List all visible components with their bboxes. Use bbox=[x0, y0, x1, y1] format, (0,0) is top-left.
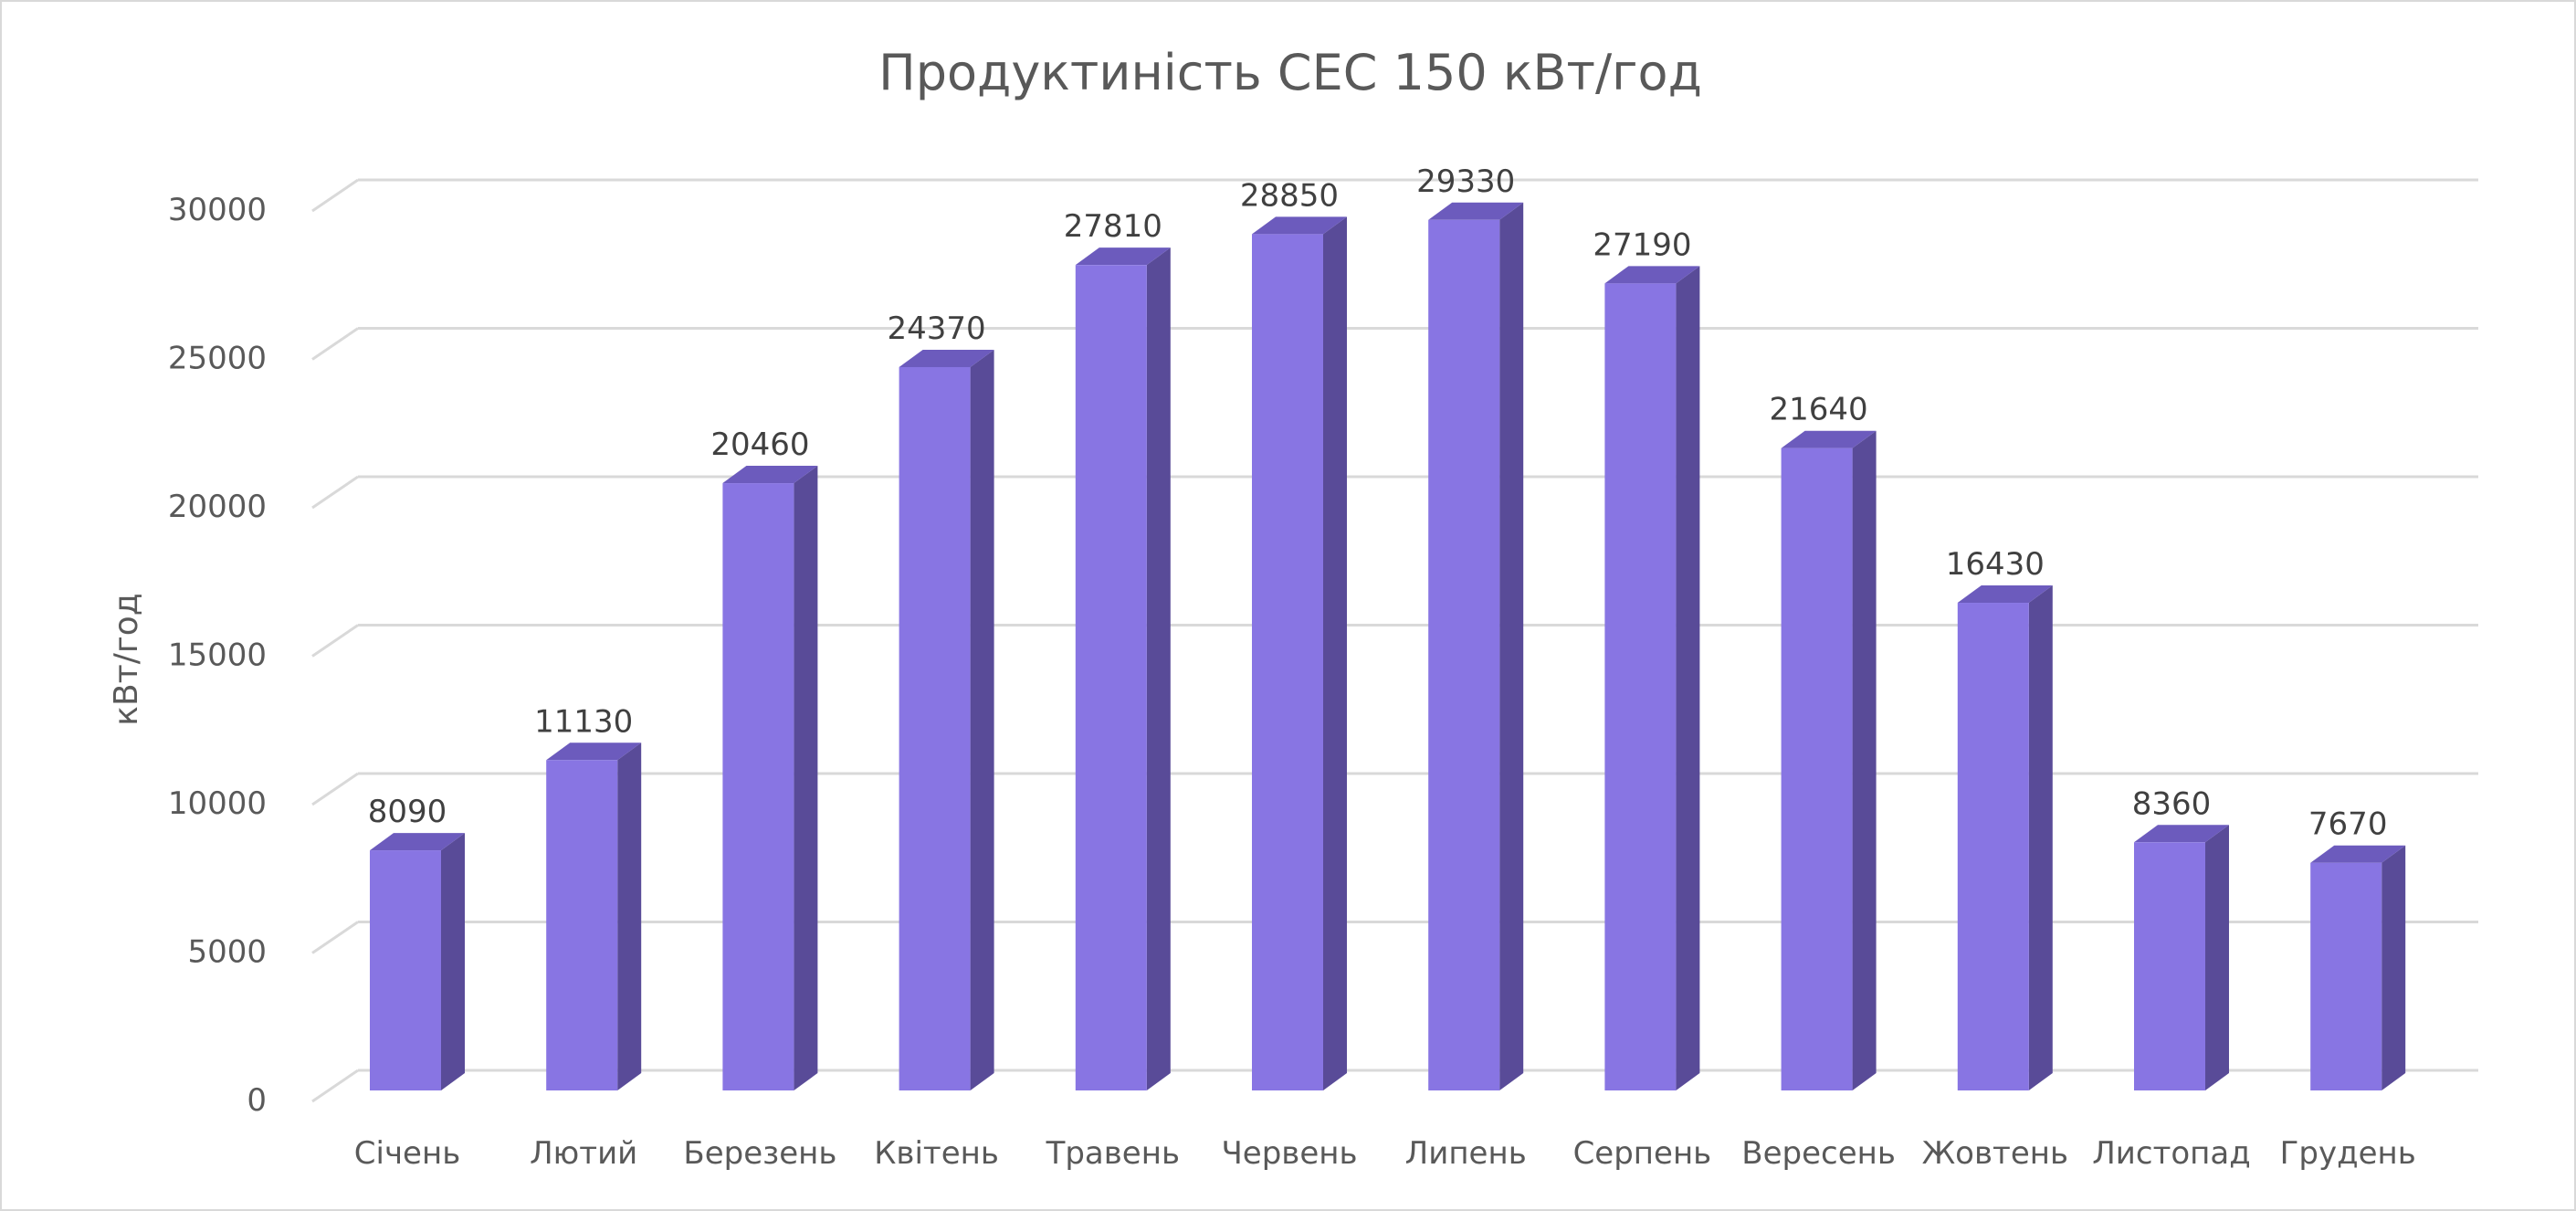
bar bbox=[1957, 585, 2053, 1090]
data-label: 11130 bbox=[534, 703, 633, 740]
data-label: 27190 bbox=[1593, 226, 1691, 263]
data-labels: 8090 11130 20460 24370 27810 28850 29330 27190 2… bbox=[368, 163, 2388, 843]
bar-front bbox=[1604, 283, 1677, 1090]
y-tick-label: 5000 bbox=[187, 934, 267, 971]
category-label: Грудень bbox=[2280, 1135, 2416, 1172]
y-tick-label: 0 bbox=[247, 1082, 267, 1119]
bar bbox=[1781, 430, 1877, 1090]
bar-side bbox=[2381, 845, 2406, 1090]
bar bbox=[546, 742, 642, 1090]
bar-top bbox=[722, 466, 818, 484]
y-tick-label: 20000 bbox=[168, 489, 267, 525]
bar-side bbox=[1676, 266, 1700, 1090]
y-tick-label: 25000 bbox=[168, 341, 267, 377]
bar bbox=[1252, 216, 1347, 1090]
bar-side bbox=[1852, 430, 1877, 1090]
bars bbox=[370, 202, 2406, 1091]
y-tick-label: 10000 bbox=[168, 785, 267, 822]
bar bbox=[1428, 202, 1524, 1090]
y-tick-label: 15000 bbox=[168, 637, 267, 674]
y-axis-label: кВт/год bbox=[108, 593, 145, 725]
bar-front bbox=[1252, 234, 1323, 1090]
data-label: 16430 bbox=[1946, 546, 2045, 583]
bar-top bbox=[2310, 845, 2406, 863]
gridline bbox=[311, 921, 2478, 954]
bar-top bbox=[546, 742, 642, 761]
bar-side bbox=[617, 742, 642, 1090]
data-label: 28850 bbox=[1240, 177, 1339, 214]
bar-top bbox=[899, 349, 994, 367]
gridline bbox=[311, 475, 2478, 510]
bar-side bbox=[1146, 247, 1171, 1090]
bar bbox=[899, 349, 994, 1091]
bar-top bbox=[1428, 202, 1524, 220]
category-label: Березень bbox=[683, 1135, 836, 1172]
category-label: Лютий bbox=[530, 1135, 637, 1172]
y-axis-ticks: 0 5000 10000 15000 20000 25000 30000 bbox=[168, 192, 267, 1119]
gridline bbox=[311, 1069, 2478, 1103]
data-label: 21640 bbox=[1770, 392, 1868, 428]
bar-front bbox=[1781, 448, 1853, 1090]
bar-top bbox=[1252, 216, 1347, 235]
gridline bbox=[311, 624, 2478, 658]
category-label: Червень bbox=[1221, 1135, 1357, 1172]
category-label: Жовтень bbox=[1922, 1135, 2068, 1172]
bar-side bbox=[794, 466, 818, 1090]
bar-top bbox=[1781, 430, 1877, 448]
bar-side bbox=[970, 349, 994, 1091]
bar-front bbox=[899, 366, 971, 1091]
bar bbox=[722, 466, 818, 1090]
bar-top bbox=[1075, 247, 1171, 266]
category-label: Серпень bbox=[1573, 1135, 1712, 1172]
category-label: Квітень bbox=[874, 1135, 999, 1172]
category-label: Листопад bbox=[2092, 1135, 2251, 1172]
bar bbox=[2310, 845, 2406, 1090]
gridline bbox=[311, 178, 2478, 213]
bar-front bbox=[370, 850, 441, 1090]
category-label: Травень bbox=[1046, 1135, 1180, 1172]
bar bbox=[370, 833, 465, 1090]
bar-top bbox=[1957, 585, 2053, 604]
bar-top bbox=[2134, 825, 2229, 843]
bar-front bbox=[1428, 219, 1500, 1090]
bar-front bbox=[722, 483, 794, 1090]
bar-side bbox=[441, 833, 465, 1090]
y-tick-label: 30000 bbox=[168, 192, 267, 228]
data-label: 8360 bbox=[2132, 785, 2212, 822]
bar-front bbox=[1957, 603, 2029, 1090]
category-label: Вересень bbox=[1741, 1135, 1896, 1172]
x-axis-categories: Січень Лютий Березень Квітень Травень Червень… bbox=[354, 1135, 2416, 1172]
bar-front bbox=[1075, 265, 1147, 1090]
data-label: 8090 bbox=[368, 794, 447, 830]
gridline bbox=[311, 327, 2478, 361]
bar-front bbox=[2134, 842, 2205, 1090]
category-label: Липень bbox=[1405, 1135, 1527, 1172]
bar-top bbox=[370, 833, 465, 851]
bar bbox=[2134, 825, 2229, 1090]
gridlines bbox=[311, 178, 2478, 1103]
bar bbox=[1075, 247, 1171, 1090]
bar bbox=[1604, 266, 1700, 1090]
bar-side bbox=[1499, 202, 1524, 1090]
bar-side bbox=[2028, 585, 2053, 1090]
category-label: Січень bbox=[354, 1135, 460, 1172]
bar-front bbox=[546, 760, 618, 1090]
data-label: 7670 bbox=[2308, 806, 2388, 843]
bar-front bbox=[2310, 862, 2382, 1090]
data-label: 27810 bbox=[1064, 208, 1162, 245]
bar-top bbox=[1604, 266, 1700, 284]
data-label: 24370 bbox=[888, 311, 986, 347]
data-label: 29330 bbox=[1416, 163, 1515, 200]
bar-side bbox=[2205, 825, 2229, 1090]
chart-title: Продуктиність СЕС 150 кВт/год bbox=[878, 44, 1702, 101]
gridline bbox=[311, 772, 2478, 806]
bar-side bbox=[1323, 216, 1347, 1090]
data-label: 20460 bbox=[710, 426, 809, 463]
